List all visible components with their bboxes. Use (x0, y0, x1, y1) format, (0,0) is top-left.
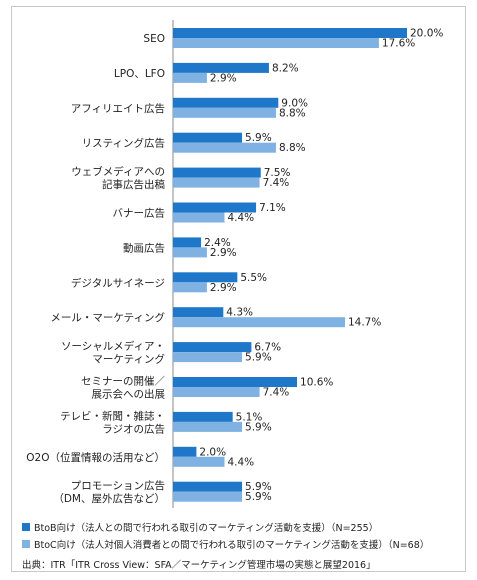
bar-btoc (173, 177, 260, 188)
data-label: 14.7% (348, 317, 381, 329)
legend-item-btoc: BtoC向け（法人対個人消費者との間で行われる取引のマーケティング活動を支援）（… (22, 535, 429, 552)
category-label: O2O（位置情報の活用など） (26, 451, 165, 464)
bar-btoc (173, 282, 207, 293)
category-label: ウェブメディアへの (71, 165, 165, 178)
data-label: 5.5% (240, 272, 267, 284)
data-label: 7.1% (259, 202, 286, 214)
data-label: 10.6% (300, 377, 333, 389)
bar-btoc (173, 142, 276, 153)
bar-btob (173, 307, 224, 318)
data-label: 6.7% (254, 342, 281, 354)
bar-btob (173, 62, 269, 73)
bar-btoc (173, 72, 207, 83)
bar-btoc (173, 352, 243, 363)
legend-label-btob: BtoB向け（法人との間で行われる取引のマーケティング活動を支援）（N=255） (34, 522, 379, 534)
category-label: メール・マーケティング (50, 311, 165, 324)
bar-btob (173, 167, 261, 178)
bar-btob (173, 446, 197, 457)
data-label: 5.9% (245, 352, 272, 364)
category-label: 記事広告出稿 (102, 178, 165, 191)
category-label: アフィリエイト広告 (71, 102, 165, 115)
data-label: 4.3% (226, 307, 253, 319)
data-label: 4.4% (227, 212, 254, 224)
bar-btob (173, 411, 233, 422)
data-label: 2.0% (199, 446, 226, 458)
bar-btoc (173, 107, 276, 118)
bar-btoc (173, 317, 345, 328)
category-label: プロモーション広告 (71, 479, 165, 492)
data-label: 8.2% (272, 62, 299, 74)
category-label: セミナーの開催／ (81, 375, 165, 388)
bar-btoc (173, 456, 225, 467)
data-label: 2.4% (204, 237, 231, 249)
bar-btob (173, 272, 238, 283)
source-note: 出典：ITR「ITR Cross View：SFA／マーケティング管理市場の実態… (22, 560, 376, 571)
data-label: 17.6% (382, 38, 415, 50)
data-label: 7.4% (263, 387, 290, 399)
category-label: ソーシャルメディア・ (61, 340, 165, 353)
data-label: 9.0% (281, 97, 308, 109)
legend-item-btob: BtoB向け（法人との間で行われる取引のマーケティング活動を支援）（N=255） (22, 518, 429, 535)
data-label: 5.1% (236, 411, 263, 423)
data-label: 8.8% (279, 107, 306, 119)
bar-btob (173, 342, 252, 353)
category-label: デジタルサイネージ (71, 276, 165, 289)
legend: BtoB向け（法人との間で行われる取引のマーケティング活動を支援）（N=255）… (22, 518, 429, 552)
bar-btoc (173, 38, 379, 48)
data-label: 20.0% (410, 28, 443, 40)
bar-btoc (173, 491, 243, 502)
bar-btob (173, 28, 407, 38)
bar-chart: SEO 20.0%17.6% LPO、LFO 8.2% 2.9% アフィリエイト広告 9.0… (26, 20, 443, 508)
category-label: マーケティング (92, 353, 165, 366)
bar-btoc (173, 421, 243, 432)
data-label: 7.5% (264, 167, 291, 179)
category-label: バナー広告 (113, 207, 166, 220)
category-label: 動画広告 (123, 241, 165, 254)
bar-btob (173, 481, 243, 492)
data-label: 2.9% (210, 247, 237, 259)
bar-btob (173, 377, 298, 387)
category-label: ラジオの広告 (102, 422, 165, 435)
category-label: LPO、LFO (114, 68, 165, 80)
bar-btob (173, 202, 257, 213)
category-label: リスティング広告 (82, 137, 165, 150)
data-label: 5.9% (245, 491, 272, 503)
bar-btoc (173, 247, 207, 258)
data-label: 4.4% (227, 456, 254, 468)
data-label: 5.9% (245, 421, 272, 433)
category-label: （DM、屋外広告など） (53, 492, 165, 505)
data-label: 5.9% (245, 481, 272, 493)
data-label: 2.9% (210, 282, 237, 294)
bar-btoc (173, 387, 260, 397)
data-label: 5.9% (245, 132, 272, 144)
bar-btob (173, 237, 202, 248)
legend-swatch-btoc (22, 539, 30, 548)
category-label: テレビ・新聞・雑誌・ (60, 409, 165, 422)
data-label: 7.4% (263, 177, 290, 189)
legend-label-btoc: BtoC向け（法人対個人消費者との間で行われる取引のマーケティング活動を支援）（… (34, 539, 430, 551)
data-label: 8.8% (279, 142, 306, 154)
data-label: 2.9% (210, 72, 237, 84)
bar-btoc (173, 212, 225, 223)
category-label: SEO (143, 33, 165, 45)
legend-swatch-btob (22, 522, 30, 531)
category-label: 展示会への出展 (92, 388, 166, 401)
bar-btob (173, 97, 279, 108)
bar-btob (173, 132, 243, 143)
